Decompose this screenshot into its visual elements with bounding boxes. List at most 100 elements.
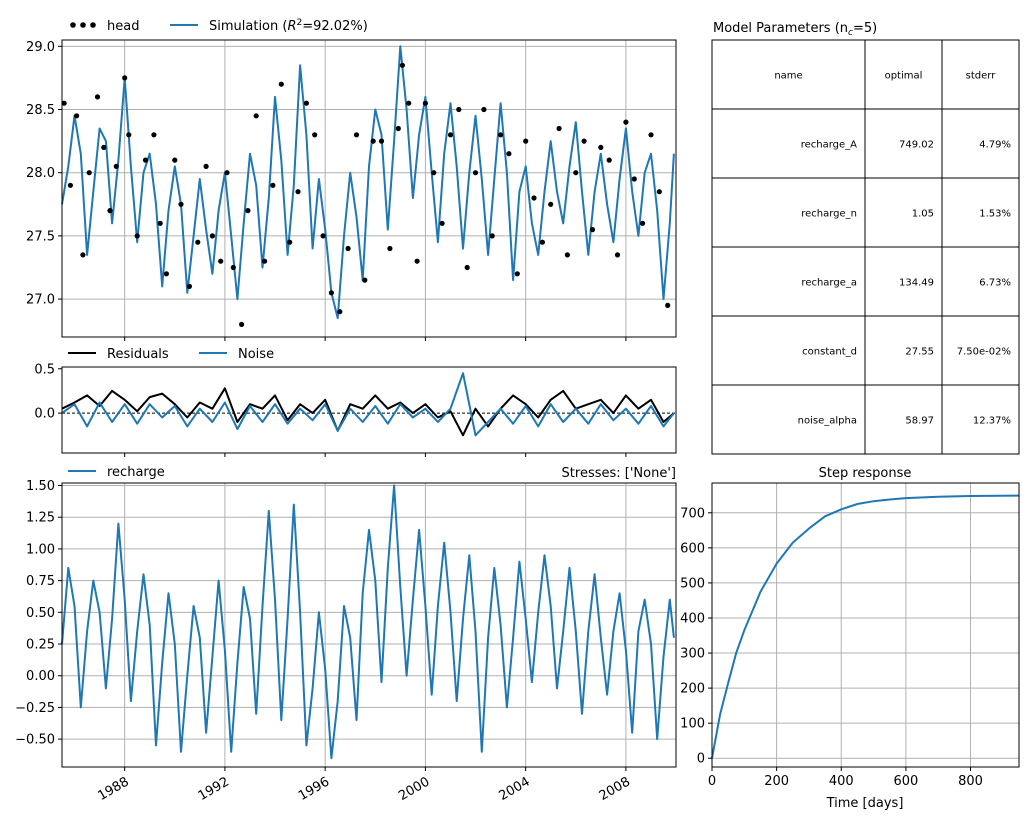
head-observation-point <box>362 277 368 283</box>
simulation-line <box>61 45 675 319</box>
head-observation-point <box>320 233 326 239</box>
step-response-panel: Step response 0 100 200 300 400 500 600 700 0 20… <box>680 466 1020 811</box>
table-row-cell: 4.79% <box>979 140 1011 151</box>
residuals-panel-series <box>61 372 676 437</box>
stress-panel-y-tick-label: 1.50 <box>26 479 55 494</box>
head-observation-point <box>94 94 101 100</box>
table-cell <box>941 177 1020 248</box>
table-row-cell: 1.53% <box>979 209 1011 220</box>
table-header-cell: stderr <box>966 71 997 82</box>
table-cell <box>864 39 943 110</box>
step-response-x-tick-label: 0 <box>708 774 716 789</box>
table-row-cell: 6.73% <box>979 278 1011 289</box>
legend-head-marker <box>80 22 86 28</box>
head-panel-y-tick-label: 27.5 <box>26 229 55 244</box>
stress-panel-yticks: −0.50 −0.25 0.00 0.25 0.50 0.75 1.00 1.25 1.50 <box>15 479 62 748</box>
head-observation-point <box>606 157 612 163</box>
stress-panel-y-tick-label: 0.00 <box>26 669 55 684</box>
head-observation-point <box>328 290 334 296</box>
residuals-panel-y-tick-label: 0.5 <box>34 362 55 377</box>
table-cell <box>941 384 1020 455</box>
step-response-y-tick-label: 100 <box>680 717 705 732</box>
table-cell <box>864 177 943 248</box>
table-row-cell: 1.05 <box>912 209 934 220</box>
head-observation-point <box>101 144 107 150</box>
head-observation-point <box>387 245 393 252</box>
head-panel-y-tick-label: 27.0 <box>26 293 55 308</box>
parameters-table-title-rest: =5) <box>853 21 877 36</box>
table-row-cell: noise_alpha <box>798 416 857 427</box>
legend-head-label: head <box>107 19 139 34</box>
stress-panel-frame <box>61 482 677 768</box>
head-observation-point <box>656 189 662 195</box>
step-response-y-tick-label: 0 <box>697 752 705 767</box>
head-observation-point <box>134 233 140 239</box>
table-row-cell: 58.97 <box>905 416 934 427</box>
legend-head-marker <box>90 22 96 28</box>
stress-panel-y-tick-label: 1.25 <box>26 511 55 526</box>
stress-panel-y-tick-label: −0.25 <box>15 701 55 716</box>
step-response-y-tick-label: 600 <box>680 541 705 556</box>
legend-simulation-label: Simulation (R2=92.02%) <box>209 18 368 34</box>
residuals-panel-yticks: 0.0 0.5 <box>34 362 62 422</box>
head-observation-point <box>209 233 215 239</box>
parameters-table-title-text: Model Parameters (n <box>713 21 848 36</box>
step-response-y-tick-label: 200 <box>680 682 705 697</box>
stress-panel-xticks: 1988 1992 1996 2000 2004 2008 <box>95 767 633 804</box>
step-response-x-tick-label: 800 <box>958 774 983 789</box>
head-observation-point <box>399 62 405 68</box>
table-cell <box>864 315 943 386</box>
head-observation-point <box>157 220 163 226</box>
head-observation-point <box>303 100 309 106</box>
head-panel-xticks <box>124 337 627 341</box>
legend-r2-superscript: 2 <box>297 18 303 28</box>
table-row-cell: 749.02 <box>899 140 934 151</box>
head-observation-point <box>239 321 245 327</box>
head-observation-point <box>514 271 520 277</box>
head-observation-point <box>531 195 537 201</box>
head-observation-point <box>113 163 119 169</box>
head-observation-point <box>464 264 470 271</box>
step-response-xticks: 0 200 400 600 800 <box>708 767 983 789</box>
head-observation-point <box>126 132 132 138</box>
head-panel-legend: head Simulation (R2=92.02%) <box>70 18 368 34</box>
step-response-y-tick-label: 700 <box>680 506 705 521</box>
head-observation-point <box>631 176 637 182</box>
head-observation-point <box>539 239 546 245</box>
stress-panel-y-tick-label: 1.00 <box>26 542 55 557</box>
head-panel-series <box>61 45 675 327</box>
head-observation-point <box>422 100 428 106</box>
head-observation-point <box>203 163 209 169</box>
head-observation-point <box>598 144 604 150</box>
head-observation-point <box>195 239 201 245</box>
head-observation-point <box>107 208 113 214</box>
legend-r2-symbol: R <box>287 19 296 34</box>
step-response-x-tick-label: 600 <box>893 774 918 789</box>
table-row-cell: recharge_a <box>801 278 857 289</box>
step-response-y-tick-label: 300 <box>680 647 705 662</box>
head-observation-point <box>506 151 512 157</box>
head-observation-point <box>224 170 230 176</box>
noise-line <box>61 372 675 437</box>
table-cell <box>711 177 866 248</box>
head-observation-point <box>548 201 554 207</box>
head-observation-point <box>431 170 437 176</box>
stress-panel-x-tick-label: 1992 <box>196 774 232 804</box>
head-panel-y-tick-label: 28.0 <box>26 166 55 181</box>
head-observation-point <box>245 208 251 214</box>
head-observation-point <box>648 132 654 138</box>
head-observation-point <box>573 170 579 176</box>
head-observation-point <box>218 258 224 264</box>
table-cell <box>864 108 943 179</box>
head-observation-point <box>370 138 376 144</box>
head-observation-point <box>172 157 178 163</box>
stress-panel-y-tick-label: 0.75 <box>26 574 55 589</box>
head-observation-point <box>481 106 487 113</box>
head-observation-point <box>151 132 157 138</box>
table-row-cell: recharge_n <box>801 209 857 220</box>
head-observation-point <box>406 100 412 106</box>
head-observation-point <box>122 75 128 81</box>
head-observation-point <box>498 132 504 138</box>
head-observation-point <box>230 264 236 271</box>
legend-r2-value: =92.02%) <box>302 19 368 34</box>
